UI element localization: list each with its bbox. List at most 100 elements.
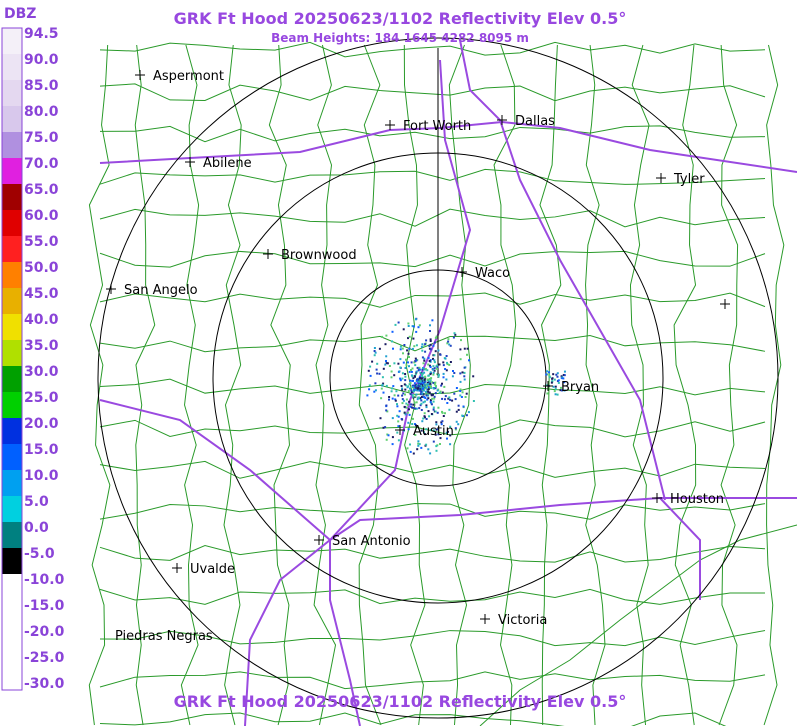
echo-pixel [441, 382, 443, 385]
echo-pixel [396, 414, 399, 417]
echo-pixel [425, 406, 428, 409]
echo-pixel [427, 410, 430, 413]
echo-pixel [437, 349, 440, 352]
echo-pixel [427, 390, 430, 393]
echo-pixel [417, 440, 420, 443]
echo-pixel [449, 361, 452, 363]
echo-pixel [446, 437, 448, 440]
city-markers: Aspermont Fort Worth Dallas Abilene Tyler Bro… [106, 69, 730, 644]
echo-pixel [432, 357, 434, 360]
county-line [99, 335, 766, 353]
echo-pixel [432, 387, 435, 390]
echo-pixel [454, 333, 457, 336]
echo-pixel [390, 376, 393, 379]
echo-pixel [422, 392, 425, 395]
echo-pixel [436, 411, 439, 414]
echo-pixel [425, 339, 428, 342]
echo-pixel [420, 402, 423, 405]
echo-pixel [435, 428, 438, 431]
echo-pixel [404, 367, 407, 369]
echo-pixel [465, 392, 468, 395]
echo-pixel [446, 361, 448, 364]
echo-pixel [429, 401, 432, 403]
echo-pixel [379, 417, 382, 420]
legend-swatch [2, 418, 22, 444]
legend-label: -15.0 [24, 598, 65, 614]
echo-pixel [411, 325, 414, 328]
echo-pixel [433, 397, 436, 400]
echo-pixel [426, 378, 429, 381]
echo-pixel [424, 377, 427, 380]
echo-pixel [433, 359, 436, 362]
echo-pixel [414, 360, 417, 363]
echo-pixel [393, 362, 396, 365]
echo-pixel [428, 380, 431, 383]
county-line [99, 502, 766, 520]
echo-pixel [550, 381, 553, 384]
echo-pixel [404, 388, 407, 391]
echo-pixel [554, 393, 557, 396]
echo-pixel [445, 369, 448, 372]
echo-pixel [423, 378, 426, 381]
legend-swatch [2, 210, 22, 236]
echo-pixel [447, 340, 450, 343]
echo-pixel [408, 370, 411, 373]
echo-pixel [459, 388, 462, 391]
echo-pixel [374, 389, 377, 392]
echo-pixel [545, 384, 548, 387]
echo-pixel [553, 390, 556, 393]
echo-pixel [420, 377, 423, 380]
legend-label: 55.0 [24, 234, 59, 250]
echo-pixel [459, 372, 462, 375]
legend-swatch [2, 28, 22, 54]
legend-label: 60.0 [24, 208, 59, 224]
county-line [99, 544, 766, 563]
echo-pixel [416, 387, 419, 390]
echo-pixel [403, 344, 406, 346]
echo-pixel [419, 404, 422, 407]
echo-pixel [429, 379, 432, 382]
echo-pixel [418, 407, 421, 410]
legend-label: 70.0 [24, 156, 59, 172]
echo-pixel [433, 369, 436, 372]
echo-pixel [424, 397, 427, 399]
echo-pixel [408, 408, 410, 411]
echo-pixel [412, 325, 415, 328]
legend-swatch [2, 236, 22, 262]
echo-pixel [420, 429, 423, 432]
echo-pixel [428, 415, 431, 418]
echo-pixel [467, 411, 470, 414]
echo-pixel [415, 393, 418, 396]
legend-label: 20.0 [24, 416, 59, 432]
echo-pixel [385, 355, 388, 358]
legend-unit: DBZ [4, 6, 36, 22]
echo-pixel [472, 375, 475, 378]
echo-pixel [557, 379, 560, 382]
echo-pixel [411, 384, 414, 387]
legend-swatch [2, 262, 22, 288]
echo-pixel [417, 369, 420, 372]
echo-pixel [408, 400, 411, 403]
echo-pixel [433, 383, 436, 386]
echo-pixel [429, 384, 432, 387]
county-line [99, 588, 766, 605]
echo-pixel [412, 337, 415, 340]
echo-pixel [417, 442, 420, 445]
echo-pixel [396, 431, 399, 434]
echo-pixel [563, 381, 566, 384]
echo-pixel [466, 353, 468, 356]
echo-pixel [438, 391, 441, 394]
echo-pixel [423, 371, 426, 374]
echo-pixel [551, 380, 554, 383]
legend-swatch [2, 80, 22, 106]
echo-pixel [430, 403, 433, 406]
echo-pixel [427, 363, 430, 366]
echo-pixel [418, 396, 420, 399]
echo-pixel [445, 378, 448, 381]
legend-swatch [2, 366, 22, 392]
echo-pixel [457, 404, 460, 407]
echo-pixel [401, 394, 404, 397]
echo-pixel [429, 348, 432, 351]
echo-pixel [417, 378, 419, 381]
legend-label: 30.0 [24, 364, 59, 380]
